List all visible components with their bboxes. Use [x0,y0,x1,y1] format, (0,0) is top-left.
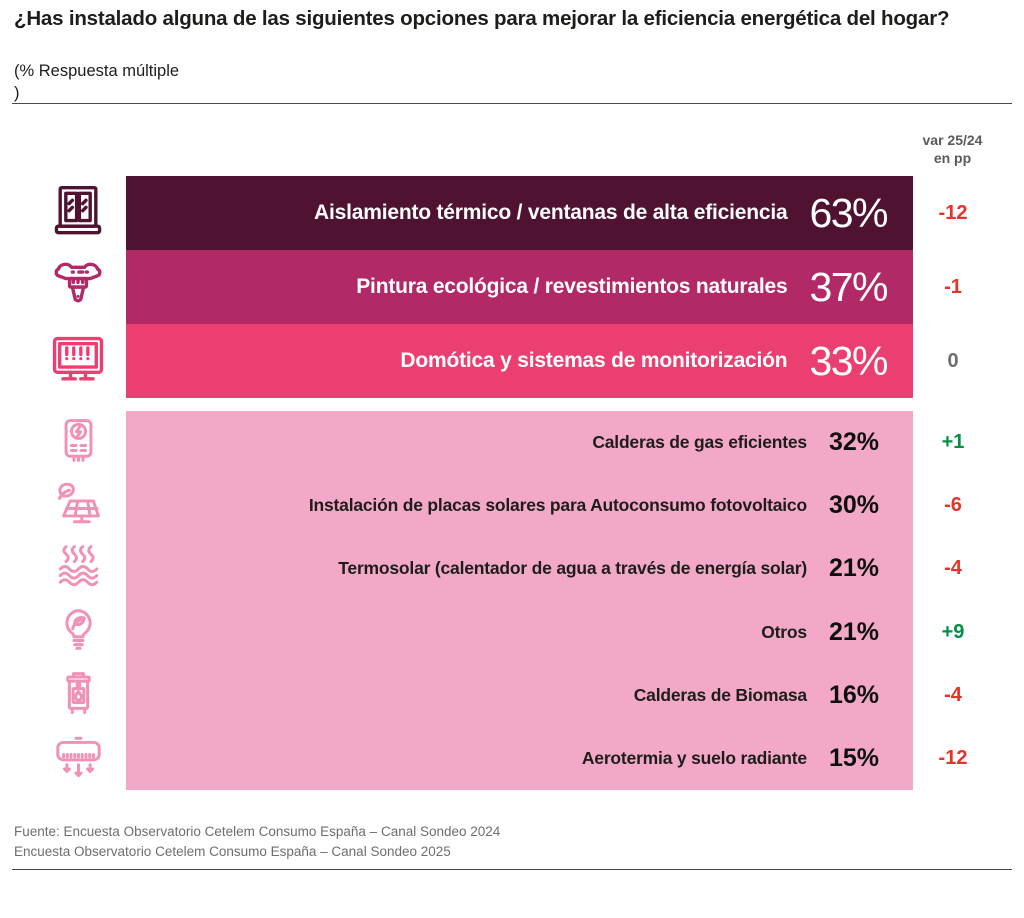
chart-row-otros: Otros 21% +9 [0,601,1024,664]
var-value: +1 [941,431,965,453]
bar-value: 37% [809,263,888,310]
var-header-line1: var 25/24 [922,132,983,148]
var-value: -4 [944,684,962,706]
chart-row-calderas-gas: Calderas de gas eficientes 32% +1 [0,411,1024,474]
chart-row-pintura: Pintura ecológica / revestimientos natur… [0,250,1024,324]
row-value: 15% [828,744,879,772]
chart-row-aerotermia: Aerotermia y suelo radiante 15% -12 [0,727,1024,790]
biomass-stove-icon [45,664,111,727]
row-label: Otros [761,622,807,642]
var-value: -12 [938,747,968,769]
row-label: Calderas de Biomasa [633,685,807,705]
page-title: ¿Has instalado alguna de las siguientes … [14,7,950,30]
row-label: Calderas de gas eficientes [592,432,807,452]
window-icon [45,176,111,250]
eco-bulb-icon [45,601,111,664]
bar: Aislamiento térmico / ventanas de alta e… [126,176,913,250]
paintbrush-icon [45,250,111,324]
row-value: 16% [828,681,879,709]
gas-boiler-icon [45,411,111,474]
bottom-divider [12,869,1012,870]
var-header-line2: en pp [933,150,972,167]
row-label: Instalación de placas solares para Autoc… [308,495,807,515]
var-value: 0 [947,349,959,372]
source-line2: Encuesta Observatorio Cetelem Consumo Es… [14,843,451,859]
row-label: Termosolar (calentador de agua a través … [338,558,807,578]
var-value: +9 [941,621,965,643]
var-column-header: var 25/24 en pp [900,131,1005,167]
var-value: -6 [944,494,962,516]
bar: Pintura ecológica / revestimientos natur… [126,250,913,324]
bar: Domótica y sistemas de monitorización 33… [126,324,913,398]
solar-panel-icon [45,474,111,537]
secondary-options-panel [126,411,913,790]
top-divider [12,103,1012,104]
bar-value: 33% [809,337,888,384]
chart-row-placas-solares: Instalación de placas solares para Autoc… [0,474,1024,537]
bar-label: Domótica y sistemas de monitorización [400,349,788,372]
row-value: 32% [828,428,879,456]
source-note: Fuente: Encuesta Observatorio Cetelem Co… [14,822,500,861]
row-label: Aerotermia y suelo radiante [581,748,807,768]
row-value: 21% [828,554,879,582]
subtitle-line1: (% Respuesta múltiple [14,62,180,80]
bar-label: Aislamiento térmico / ventanas de alta e… [314,201,788,224]
control-panel-icon [45,324,111,398]
bar-value: 63% [809,189,888,236]
chart-row-biomasa: Calderas de Biomasa 16% -4 [0,664,1024,727]
row-value: 30% [828,491,879,519]
var-value: -12 [938,201,968,224]
chart-row-aislamiento: Aislamiento térmico / ventanas de alta e… [0,176,1024,250]
bar-label: Pintura ecológica / revestimientos natur… [356,275,788,298]
chart-row-domotica: Domótica y sistemas de monitorización 33… [0,324,1024,398]
subtitle-line2: ) [14,84,20,102]
air-conditioner-icon [45,727,111,790]
chart-row-termosolar: Termosolar (calentador de agua a través … [0,537,1024,600]
heat-waves-icon [45,537,111,600]
var-value: -4 [944,557,962,579]
var-value: -1 [944,275,962,298]
source-line1: Fuente: Encuesta Observatorio Cetelem Co… [14,824,501,839]
row-value: 21% [828,618,879,646]
